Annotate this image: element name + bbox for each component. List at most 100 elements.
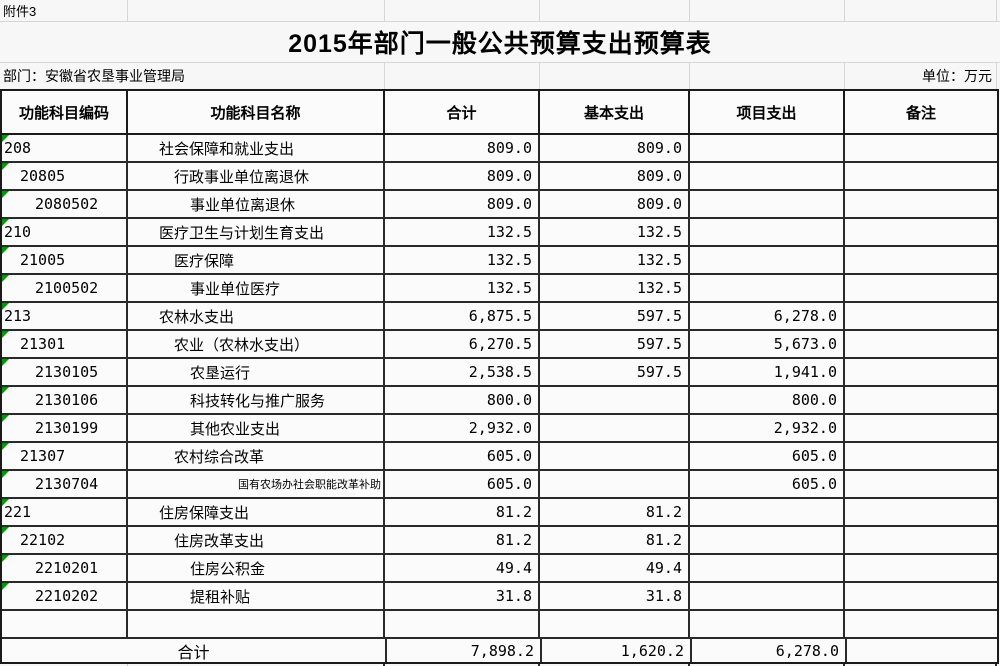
name-cell[interactable]: 住房保障支出 xyxy=(128,499,385,525)
project-cell[interactable] xyxy=(690,135,845,161)
remark-cell[interactable] xyxy=(845,331,997,357)
project-cell[interactable] xyxy=(690,219,845,245)
total-cell[interactable]: 81.2 xyxy=(385,527,540,553)
project-cell[interactable]: 5,673.0 xyxy=(690,331,845,357)
remark-cell[interactable] xyxy=(845,163,997,189)
total-cell[interactable]: 2,538.5 xyxy=(385,359,540,385)
basic-cell[interactable]: 132.5 xyxy=(540,247,690,273)
remark-cell[interactable] xyxy=(845,191,997,217)
basic-cell[interactable]: 809.0 xyxy=(540,163,690,189)
remark-cell[interactable] xyxy=(845,247,997,273)
total-cell[interactable] xyxy=(385,611,540,637)
basic-cell[interactable] xyxy=(540,443,690,469)
total-cell[interactable]: 800.0 xyxy=(385,387,540,413)
total-label-cell[interactable]: 合计 xyxy=(2,639,387,662)
remark-cell[interactable] xyxy=(845,359,997,385)
remark-cell[interactable] xyxy=(845,583,997,609)
project-cell[interactable] xyxy=(690,527,845,553)
grid-cell[interactable] xyxy=(845,0,997,21)
project-sum-cell[interactable]: 6,278.0 xyxy=(692,639,847,662)
code-cell[interactable]: 208 xyxy=(2,135,128,161)
col-header-total[interactable]: 合计 xyxy=(385,91,540,133)
project-cell[interactable]: 6,278.0 xyxy=(690,303,845,329)
unit-label-cell[interactable]: 单位：万元 xyxy=(845,63,997,89)
project-cell[interactable] xyxy=(690,555,845,581)
col-header-basic[interactable]: 基本支出 xyxy=(540,91,690,133)
grid-cell[interactable] xyxy=(385,0,540,21)
basic-cell[interactable]: 597.5 xyxy=(540,359,690,385)
total-cell[interactable]: 49.4 xyxy=(385,555,540,581)
code-cell[interactable]: 221 xyxy=(2,499,128,525)
remark-cell[interactable] xyxy=(845,499,997,525)
project-cell[interactable] xyxy=(690,583,845,609)
basic-cell[interactable] xyxy=(540,415,690,441)
code-cell[interactable]: 213 xyxy=(2,303,128,329)
code-cell[interactable]: 2130199 xyxy=(2,415,128,441)
basic-cell[interactable]: 81.2 xyxy=(540,527,690,553)
basic-cell[interactable] xyxy=(540,387,690,413)
col-header-project[interactable]: 项目支出 xyxy=(690,91,845,133)
project-cell[interactable] xyxy=(690,611,845,637)
basic-cell[interactable]: 132.5 xyxy=(540,275,690,301)
basic-sum-cell[interactable]: 1,620.2 xyxy=(542,639,692,662)
code-cell[interactable]: 2130704 xyxy=(2,471,128,497)
project-cell[interactable] xyxy=(690,247,845,273)
project-cell[interactable] xyxy=(690,499,845,525)
name-cell[interactable]: 医疗保障 xyxy=(128,247,385,273)
code-cell[interactable]: 2130106 xyxy=(2,387,128,413)
total-cell[interactable]: 31.8 xyxy=(385,583,540,609)
grid-cell[interactable] xyxy=(540,0,690,21)
name-cell[interactable]: 其他农业支出 xyxy=(128,415,385,441)
basic-cell[interactable]: 81.2 xyxy=(540,499,690,525)
basic-cell[interactable]: 597.5 xyxy=(540,303,690,329)
code-cell[interactable]: 2210202 xyxy=(2,583,128,609)
code-cell[interactable]: 2100502 xyxy=(2,275,128,301)
total-cell[interactable]: 809.0 xyxy=(385,135,540,161)
name-cell[interactable]: 事业单位医疗 xyxy=(128,275,385,301)
grid-cell[interactable] xyxy=(540,63,690,89)
total-cell[interactable]: 132.5 xyxy=(385,275,540,301)
total-cell[interactable]: 605.0 xyxy=(385,443,540,469)
name-cell[interactable]: 农林水支出 xyxy=(128,303,385,329)
project-cell[interactable]: 1,941.0 xyxy=(690,359,845,385)
code-cell[interactable]: 22102 xyxy=(2,527,128,553)
project-cell[interactable]: 2,932.0 xyxy=(690,415,845,441)
total-cell[interactable]: 6,270.5 xyxy=(385,331,540,357)
remark-cell[interactable] xyxy=(845,471,997,497)
total-cell[interactable]: 809.0 xyxy=(385,191,540,217)
remark-cell[interactable] xyxy=(845,387,997,413)
code-cell[interactable]: 21301 xyxy=(2,331,128,357)
project-cell[interactable] xyxy=(690,191,845,217)
code-cell[interactable] xyxy=(2,611,128,637)
remark-cell[interactable] xyxy=(845,275,997,301)
basic-cell[interactable]: 597.5 xyxy=(540,331,690,357)
project-cell[interactable] xyxy=(690,163,845,189)
remark-cell[interactable] xyxy=(845,219,997,245)
remark-cell[interactable] xyxy=(845,415,997,441)
remark-cell[interactable] xyxy=(845,303,997,329)
remark-sum-cell[interactable] xyxy=(847,639,997,662)
code-cell[interactable]: 20805 xyxy=(2,163,128,189)
col-header-code[interactable]: 功能科目编码 xyxy=(2,91,128,133)
grid-cell[interactable] xyxy=(690,63,845,89)
name-cell[interactable]: 国有农场办社会职能改革补助 xyxy=(128,471,385,497)
total-cell[interactable]: 605.0 xyxy=(385,471,540,497)
code-cell[interactable]: 2080502 xyxy=(2,191,128,217)
project-cell[interactable] xyxy=(690,275,845,301)
title-row[interactable]: 2015年部门一般公共预算支出预算表 xyxy=(0,22,1000,63)
name-cell[interactable]: 社会保障和就业支出 xyxy=(128,135,385,161)
name-cell[interactable]: 科技转化与推广服务 xyxy=(128,387,385,413)
basic-cell[interactable]: 49.4 xyxy=(540,555,690,581)
name-cell[interactable] xyxy=(128,611,385,637)
name-cell[interactable]: 医疗卫生与计划生育支出 xyxy=(128,219,385,245)
basic-cell[interactable] xyxy=(540,471,690,497)
total-cell[interactable]: 809.0 xyxy=(385,163,540,189)
name-cell[interactable]: 提租补贴 xyxy=(128,583,385,609)
project-cell[interactable]: 605.0 xyxy=(690,443,845,469)
name-cell[interactable]: 事业单位离退休 xyxy=(128,191,385,217)
grid-cell[interactable] xyxy=(128,0,385,21)
attachment-label-cell[interactable]: 附件3 xyxy=(0,0,128,21)
total-cell[interactable]: 2,932.0 xyxy=(385,415,540,441)
basic-cell[interactable]: 132.5 xyxy=(540,219,690,245)
remark-cell[interactable] xyxy=(845,611,997,637)
